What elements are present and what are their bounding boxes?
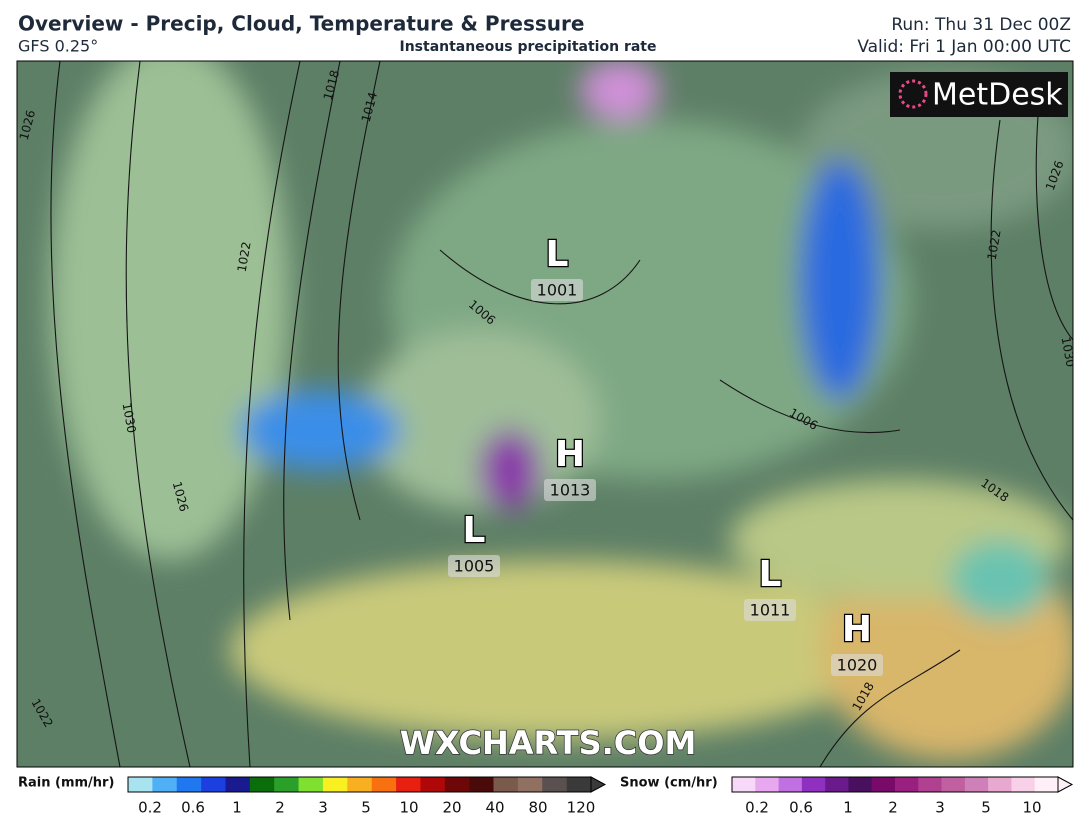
- rain-label: Rain (mm/hr): [18, 776, 114, 791]
- isobar-label: 1022: [985, 229, 1004, 262]
- snow-swatch: [941, 777, 966, 792]
- snow-swatch: [848, 777, 873, 792]
- snow-tick-label: 5: [981, 799, 991, 817]
- rain-tick-label: 2: [275, 799, 285, 817]
- rain-arrow: [590, 776, 607, 793]
- snow-tick-label: 1: [843, 799, 853, 817]
- rain-tick-label: 0.6: [181, 799, 205, 817]
- field: [50, 61, 1073, 760]
- center-value: 1001: [537, 281, 578, 300]
- snow-swatch: [1011, 777, 1036, 792]
- center-symbol: H: [555, 434, 585, 475]
- rain-swatch: [249, 777, 275, 792]
- rain-tick-label: 0.2: [138, 799, 162, 817]
- snow-tick-label: 0.6: [789, 799, 813, 817]
- center-value-bg: [448, 555, 500, 577]
- center-value-bg: [544, 479, 596, 501]
- rain-tick-label: 20: [442, 799, 461, 817]
- rain-swatch: [493, 777, 519, 792]
- rain-swatch: [298, 777, 324, 792]
- snow-swatch: [801, 777, 826, 792]
- snow-swatch: [1034, 777, 1059, 792]
- rain-swatch: [201, 777, 226, 792]
- isobar-label: 1022: [235, 241, 254, 274]
- snow-tick-label: 2: [888, 799, 898, 817]
- snow-tick-label: 3: [935, 799, 945, 817]
- rain-swatch: [371, 777, 397, 792]
- center-value: 1011: [750, 601, 791, 620]
- center-symbol: L: [463, 510, 486, 551]
- run: Run: Thu 31 Dec 00Z: [891, 15, 1071, 35]
- snow-swatch: [755, 777, 779, 792]
- center-value: 1020: [837, 656, 878, 675]
- logo-box: [890, 72, 1068, 117]
- legend: 0.2 0.6 1 2 3 5 10 20 40 80 120 0.2 0.6 1 2 3 5 10: [127, 776, 1074, 817]
- rain-swatch: [420, 777, 446, 792]
- rain-swatch: [152, 777, 178, 792]
- rain-tick-label: 120: [567, 799, 596, 817]
- center-value: 1013: [550, 481, 591, 500]
- pressure-centers: L 1001 H 1013 L 1005 L 1011 H 1020: [448, 233, 883, 676]
- rain-tick-label: 80: [528, 799, 547, 817]
- rain-tick-label: 40: [485, 799, 504, 817]
- snow-swatch: [964, 777, 989, 792]
- snow-swatch: [918, 777, 942, 792]
- center-symbol: L: [546, 234, 569, 275]
- center-symbol: H: [842, 609, 872, 650]
- subtitle: Instantaneous precipitation rate: [400, 39, 657, 55]
- snow-tick-label: 10: [1022, 799, 1041, 817]
- snow-swatch: [778, 777, 803, 792]
- title: Overview - Precip, Cloud, Temperature & …: [18, 12, 584, 36]
- rain-tick-label: 3: [318, 799, 328, 817]
- rain-tick-label: 5: [361, 799, 371, 817]
- rain-swatch: [176, 777, 202, 792]
- rain-swatch: [128, 777, 153, 792]
- snow-label: Snow (cm/hr): [620, 776, 718, 791]
- snow-swatch: [871, 777, 896, 792]
- rain-swatch: [347, 777, 372, 792]
- map-frame: [16, 60, 1074, 768]
- center-value-bg: [531, 279, 583, 301]
- isobar-label: 1030: [120, 402, 139, 435]
- model: GFS 0.25°: [18, 37, 98, 56]
- snow-arrow: [1057, 776, 1074, 793]
- snow-swatch: [825, 777, 849, 792]
- isobars: [50, 61, 1073, 767]
- rain-swatch: [517, 777, 543, 792]
- valid: Valid: Fri 1 Jan 00:00 UTC: [857, 37, 1071, 57]
- center-symbol: L: [759, 554, 782, 595]
- center-value: 1005: [454, 557, 495, 576]
- logo-icon: [898, 79, 928, 109]
- rain-swatch: [444, 777, 470, 792]
- rain-swatch: [225, 777, 251, 792]
- rain-swatch: [469, 777, 494, 792]
- watermark: WXCHARTS.COM: [400, 724, 697, 762]
- rain-swatch: [274, 777, 299, 792]
- rain-swatch: [396, 777, 421, 792]
- logo: MetDesk: [932, 78, 1063, 113]
- rain-swatch: [322, 777, 348, 792]
- snow-tick-label: 0.2: [745, 799, 769, 817]
- rain-swatch: [542, 777, 567, 792]
- snow-swatch: [895, 777, 919, 792]
- map: 1026 1018 1014 1022 1030 1026 1022 1006 …: [17, 61, 1073, 767]
- snow-swatch: [988, 777, 1012, 792]
- snow-swatch: [732, 777, 756, 792]
- rain-tick-label: 10: [399, 799, 418, 817]
- rain-swatch: [566, 777, 592, 792]
- rain-tick-label: 1: [232, 799, 242, 817]
- center-value-bg: [831, 654, 883, 676]
- center-value-bg: [744, 599, 796, 621]
